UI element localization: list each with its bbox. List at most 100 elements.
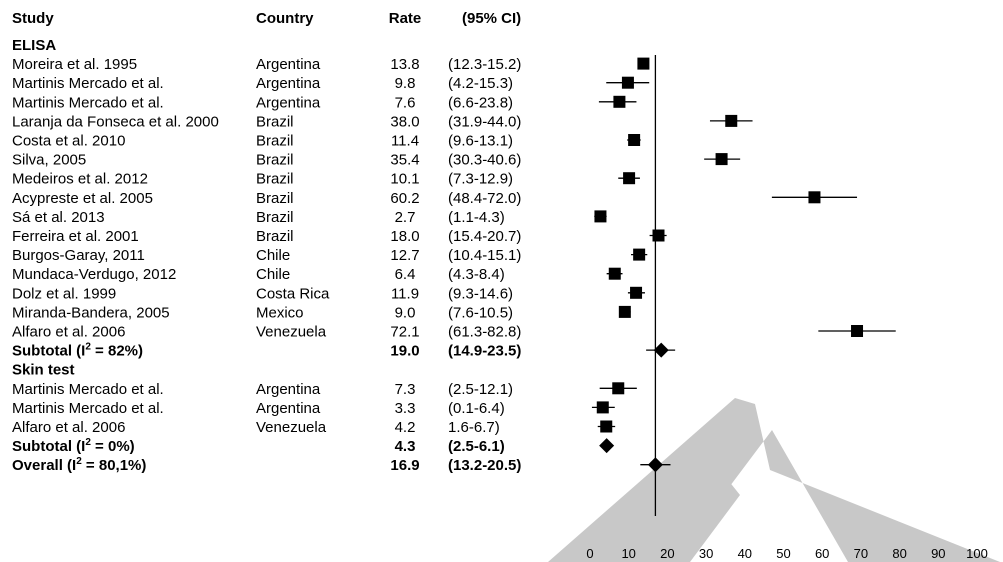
study-name: Silva, 2005 xyxy=(12,152,86,169)
estimate-square xyxy=(715,153,728,166)
study-country: Argentina xyxy=(256,94,321,111)
study-name: Moreira et al. 1995 xyxy=(12,56,137,73)
study-rate: 9.8 xyxy=(395,75,416,92)
study-rate: 60.2 xyxy=(390,190,419,207)
subtotal-label: Overall (I2 = 80,1%) xyxy=(12,456,146,474)
study-rate: 35.4 xyxy=(390,152,419,169)
x-tick-label: 80 xyxy=(892,546,906,561)
x-tick-label: 30 xyxy=(699,546,713,561)
estimate-square xyxy=(608,267,621,280)
study-rate: 38.0 xyxy=(390,113,419,130)
subtotal-rate: 19.0 xyxy=(390,343,419,360)
pooled-diamond xyxy=(599,438,615,454)
header-rate: Rate xyxy=(389,10,422,27)
subtotal-label-post: = 0%) xyxy=(91,438,135,455)
subtotal-ci: (14.9-23.5) xyxy=(448,343,521,360)
study-rate: 6.4 xyxy=(395,266,416,283)
estimate-square xyxy=(613,95,626,108)
estimate-square xyxy=(594,210,607,223)
study-rate: 2.7 xyxy=(395,209,416,226)
header-country: Country xyxy=(256,10,314,27)
study-rate: 3.3 xyxy=(395,400,416,417)
study-country: Venezuela xyxy=(256,419,327,436)
estimate-square xyxy=(630,286,643,299)
study-rate: 11.4 xyxy=(391,133,419,150)
watermark-band-lower xyxy=(568,470,740,562)
subtotal-label-post: = 80,1%) xyxy=(82,457,147,474)
subtotal-label: Subtotal (I2 = 82%) xyxy=(12,342,143,360)
estimate-square xyxy=(612,382,625,395)
study-name: Martinis Mercado et al. xyxy=(12,381,164,398)
study-country: Brazil xyxy=(256,209,294,226)
study-country: Brazil xyxy=(256,171,294,188)
subtotal-label-pre: Overall (I xyxy=(12,457,76,474)
study-country: Chile xyxy=(256,266,290,283)
study-name: Martinis Mercado et al. xyxy=(12,75,164,92)
x-tick-label: 70 xyxy=(854,546,868,561)
study-ci: (15.4-20.7) xyxy=(448,228,521,245)
estimate-square xyxy=(628,134,641,146)
estimate-square xyxy=(725,114,738,127)
estimate-square xyxy=(808,191,821,204)
study-name: Alfaro et al. 2006 xyxy=(12,324,125,341)
study-ci: (0.1-6.4) xyxy=(448,400,505,417)
study-country: Argentina xyxy=(256,381,321,398)
subtotal-ci: (2.5-6.1) xyxy=(448,438,505,455)
study-name: Costa et al. 2010 xyxy=(12,133,125,150)
study-name: Mundaca-Verdugo, 2012 xyxy=(12,266,176,283)
study-ci: (4.3-8.4) xyxy=(448,266,505,283)
study-ci: (48.4-72.0) xyxy=(448,190,521,207)
group-label: ELISA xyxy=(12,37,56,54)
subtotal-ci: (13.2-20.5) xyxy=(448,457,521,474)
header-ci: (95% CI) xyxy=(462,10,521,27)
group-label: Skin test xyxy=(12,362,75,379)
study-rate: 13.8 xyxy=(390,56,419,73)
study-name: Miranda-Bandera, 2005 xyxy=(12,304,170,321)
study-rate: 7.3 xyxy=(395,381,416,398)
estimate-square xyxy=(596,401,609,414)
subtotal-label-sup: 2 xyxy=(85,437,91,448)
watermark-shape xyxy=(548,398,1000,562)
x-tick-label: 10 xyxy=(621,546,635,561)
table-rows: ELISA Moreira et al. 1995 Argentina 13.8 (12… xyxy=(12,37,521,474)
subtotal-label-sup: 2 xyxy=(85,342,91,353)
subtotal-rate: 4.3 xyxy=(395,438,416,455)
subtotal-label-sup: 2 xyxy=(76,456,82,467)
x-tick-label: 100 xyxy=(966,546,988,561)
study-name: Acypreste et al. 2005 xyxy=(12,190,153,207)
subtotal-label-post: = 82%) xyxy=(91,343,143,360)
study-ci: (2.5-12.1) xyxy=(448,381,513,398)
estimate-square xyxy=(623,172,636,185)
subtotal-label: Subtotal (I2 = 0%) xyxy=(12,437,135,455)
x-tick-label: 90 xyxy=(931,546,945,561)
x-tick-label: 40 xyxy=(738,546,752,561)
study-ci: (12.3-15.2) xyxy=(448,56,521,73)
study-ci: (4.2-15.3) xyxy=(448,75,513,92)
table-header: Study Country Rate (95% CI) xyxy=(12,10,521,27)
study-ci: (30.3-40.6) xyxy=(448,152,521,169)
study-country: Mexico xyxy=(256,304,304,321)
study-name: Laranja da Fonseca et al. 2000 xyxy=(12,113,219,130)
study-country: Brazil xyxy=(256,152,294,169)
study-country: Chile xyxy=(256,247,290,264)
subtotal-label-pre: Subtotal (I xyxy=(12,343,85,360)
subtotal-rate: 16.9 xyxy=(390,457,419,474)
study-ci: (10.4-15.1) xyxy=(448,247,521,264)
study-country: Brazil xyxy=(256,133,294,150)
study-name: Burgos-Garay, 2011 xyxy=(12,247,145,264)
study-ci: 1.6-6.7) xyxy=(448,419,500,436)
x-tick-label: 50 xyxy=(776,546,790,561)
study-country: Costa Rica xyxy=(256,285,330,302)
study-rate: 7.6 xyxy=(395,94,416,111)
estimate-square xyxy=(851,325,864,337)
study-rate: 72.1 xyxy=(390,324,419,341)
study-rate: 18.0 xyxy=(390,228,419,245)
study-ci: (9.6-13.1) xyxy=(448,133,513,150)
study-country: Venezuela xyxy=(256,324,327,341)
header-study: Study xyxy=(12,10,54,27)
x-tick-label: 0 xyxy=(586,546,593,561)
study-name: Martinis Mercado et al. xyxy=(12,94,164,111)
study-rate: 12.7 xyxy=(390,247,419,264)
study-country: Argentina xyxy=(256,75,321,92)
